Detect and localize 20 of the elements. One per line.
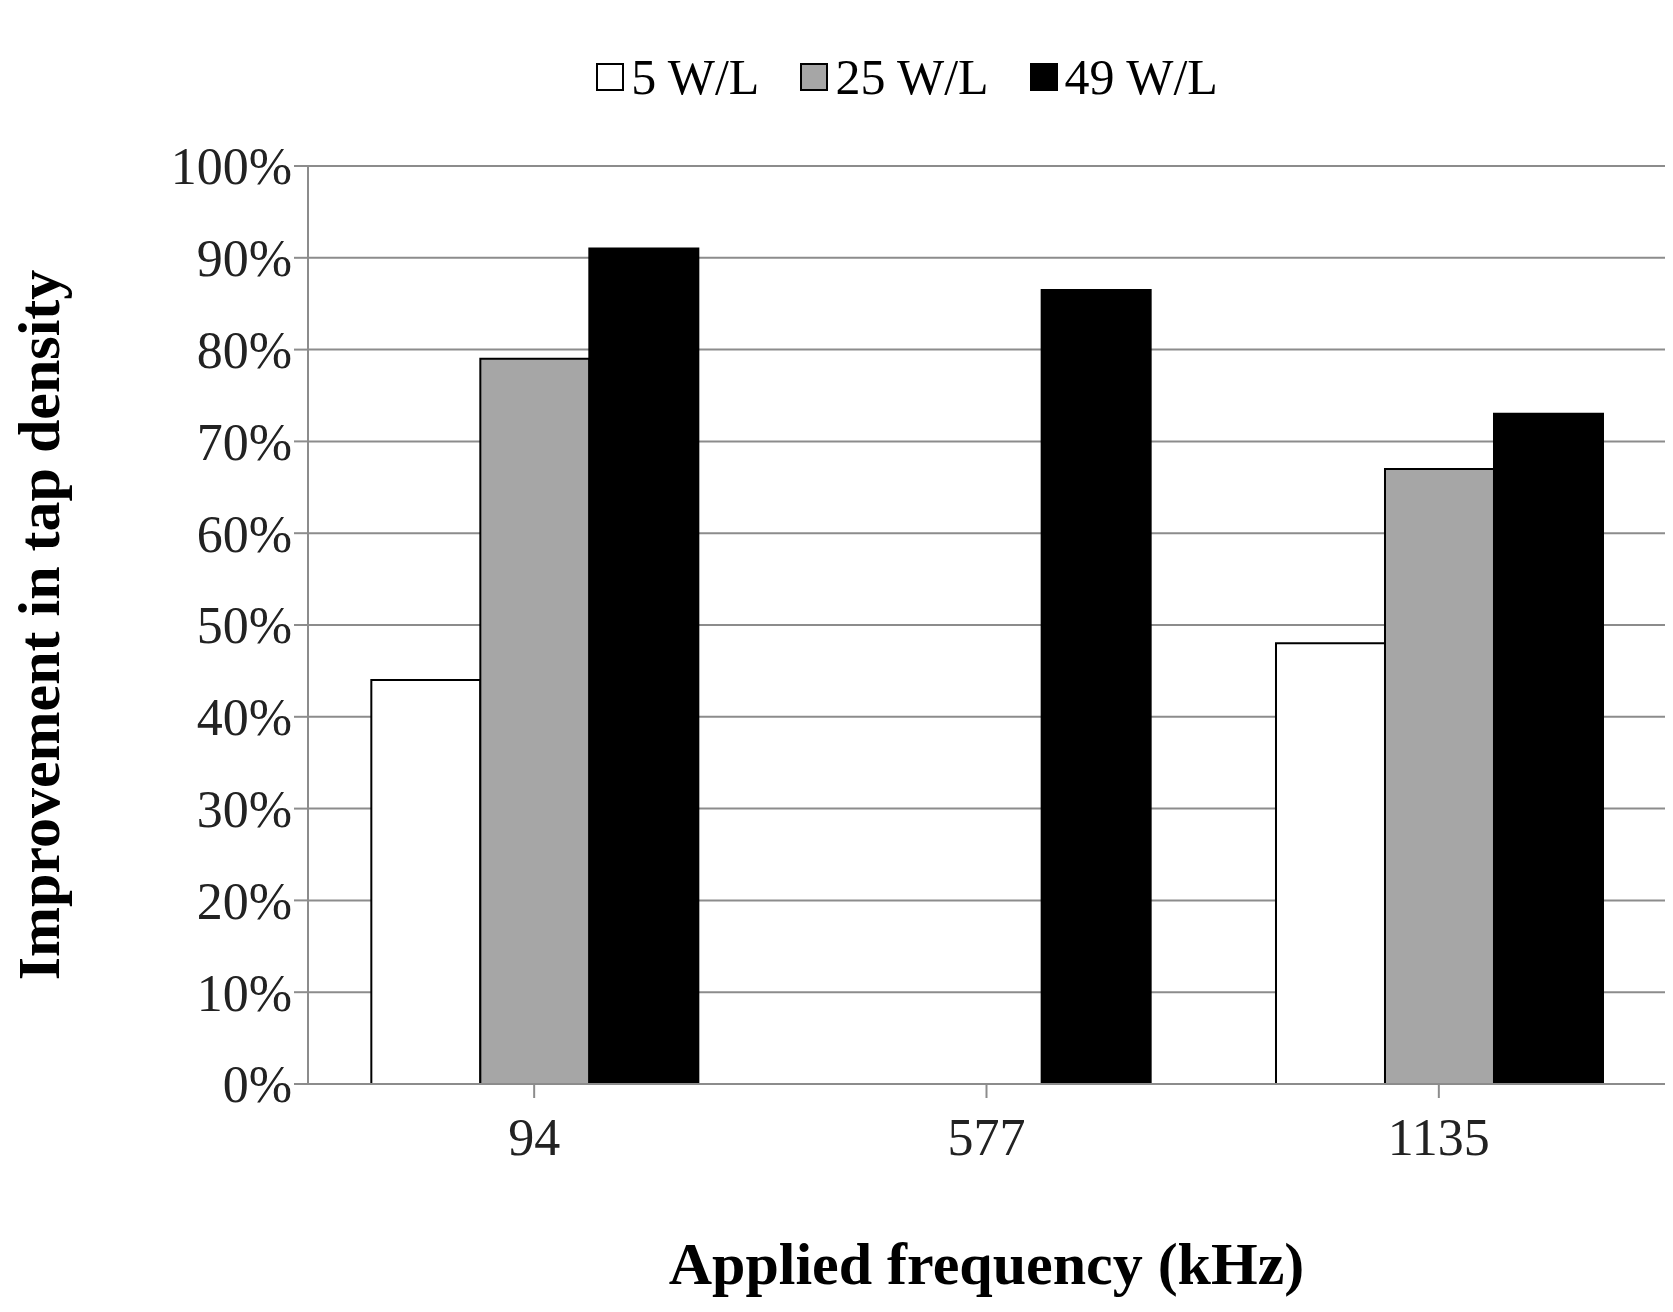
y-tick-label: 60%: [196, 505, 292, 563]
legend-label: 25 W/L: [835, 48, 989, 106]
y-tick-label: 40%: [196, 689, 292, 747]
y-tick-label: 10%: [196, 964, 292, 1022]
legend-label: 5 W/L: [631, 48, 760, 106]
y-tick-label: 70%: [196, 413, 292, 471]
bar: [1040, 288, 1152, 1084]
x-tick-label: 577: [947, 1108, 1026, 1166]
y-axis-title: Improvement in tap density: [6, 269, 73, 981]
x-tick-label: 1135: [1387, 1108, 1490, 1166]
legend-label: 49 W/L: [1064, 48, 1218, 106]
y-tick-label: 30%: [196, 781, 292, 839]
x-tick-label: 94: [508, 1108, 561, 1166]
y-tick-label: 50%: [196, 597, 292, 655]
y-tick-label: 90%: [196, 230, 292, 288]
x-axis-title: Applied frequency (kHz): [668, 1231, 1305, 1297]
y-tick-label: 20%: [196, 872, 292, 930]
y-tick-label: 80%: [196, 322, 292, 380]
y-tick-label: 100%: [170, 138, 292, 196]
y-tick-label: 0%: [222, 1056, 292, 1114]
